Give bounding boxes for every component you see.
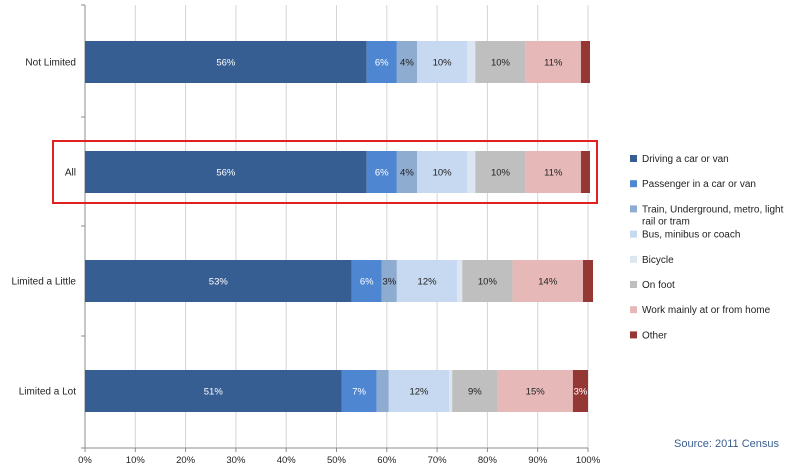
legend-label: Other	[642, 330, 668, 341]
bar-segment	[388, 370, 450, 412]
data-label: 6%	[375, 58, 389, 69]
bar-segment	[381, 260, 397, 302]
bar-segment	[366, 151, 397, 193]
bar-segment	[366, 41, 397, 83]
bar-segment	[572, 370, 588, 412]
data-label: 10%	[433, 168, 453, 179]
bar-segment	[85, 41, 367, 83]
bar-segment	[396, 41, 417, 83]
bar-segment	[416, 41, 468, 83]
data-label: 10%	[491, 58, 511, 69]
legend-swatch	[630, 306, 637, 314]
data-label: 6%	[360, 277, 374, 288]
x-tick-label: 20%	[176, 455, 196, 466]
x-tick-label: 50%	[327, 455, 347, 466]
bar-segment	[341, 370, 377, 412]
data-label: 12%	[409, 387, 429, 398]
bar-segment	[525, 151, 581, 193]
legend-label: Bus, minibus or coach	[642, 230, 740, 241]
data-label: 56%	[216, 168, 236, 179]
data-label: 4%	[400, 168, 414, 179]
bar-segment	[497, 370, 573, 412]
data-label: 15%	[526, 387, 546, 398]
data-label: 51%	[204, 387, 224, 398]
legend-swatch	[630, 281, 637, 288]
x-tick-label: 10%	[126, 455, 146, 466]
x-tick-label: 100%	[576, 455, 601, 466]
x-tick-label: 40%	[277, 455, 297, 466]
data-label: 53%	[209, 277, 229, 288]
legend-swatch	[630, 155, 637, 162]
legend-swatch	[630, 205, 637, 213]
legend-swatch	[630, 180, 637, 188]
data-label: 10%	[491, 168, 511, 179]
bar-segment	[85, 370, 342, 412]
data-label: 6%	[375, 168, 389, 179]
data-label: 4%	[400, 58, 414, 69]
bar-segment	[376, 370, 389, 412]
legend-label: Train, Underground, metro, light rail or …	[642, 204, 784, 227]
bar-segment	[580, 151, 591, 193]
bar-segment	[449, 370, 453, 412]
legend-label: Work mainly at or from home	[642, 305, 771, 316]
bar-segment	[475, 41, 526, 83]
data-label: 56%	[216, 58, 236, 69]
legend-label: Driving a car or van	[642, 154, 729, 165]
legend-swatch	[630, 230, 637, 238]
legend-label: Passenger in a car or van	[642, 179, 756, 190]
data-label: 11%	[544, 168, 563, 179]
highlight-box	[52, 140, 598, 204]
x-tick-label: 30%	[226, 455, 246, 466]
x-tick-label: 90%	[528, 455, 548, 466]
x-tick-label: 80%	[478, 455, 498, 466]
bar-segment	[467, 41, 476, 83]
source-note: Source: 2011 Census	[674, 438, 779, 450]
data-label: 11%	[544, 58, 563, 69]
legend-label: Bicycle	[642, 255, 674, 266]
category-label: Limited a Little	[12, 277, 77, 288]
data-label: 10%	[478, 277, 498, 288]
bar-segment	[582, 260, 594, 302]
bar-segment	[85, 260, 352, 302]
bar-segment	[512, 260, 583, 302]
category-label: Limited a Lot	[19, 387, 76, 398]
legend-swatch	[630, 255, 637, 263]
x-tick-label: 0%	[78, 455, 92, 466]
bar-segment	[85, 151, 367, 193]
data-label: 10%	[433, 58, 453, 69]
bar-segment	[462, 260, 513, 302]
bar-segment	[396, 260, 458, 302]
category-label: All	[65, 168, 76, 179]
bar-segment	[351, 260, 382, 302]
bar-segment	[525, 41, 581, 83]
bar-segment	[396, 151, 417, 193]
category-label: Not Limited	[25, 58, 76, 69]
bar-segment	[452, 370, 498, 412]
data-label: 7%	[352, 387, 366, 398]
bar-segment	[457, 260, 463, 302]
data-label: 3%	[574, 387, 588, 398]
data-label: 14%	[538, 277, 558, 288]
data-label: 3%	[382, 277, 396, 288]
bar-segment	[580, 41, 591, 83]
data-label: 12%	[418, 277, 438, 288]
bar-segment	[475, 151, 526, 193]
bar-segment	[416, 151, 468, 193]
data-label: 9%	[468, 387, 482, 398]
bar-segment	[467, 151, 476, 193]
legend-label: On foot	[642, 280, 675, 291]
legend-swatch	[630, 331, 637, 339]
x-tick-label: 70%	[428, 455, 448, 466]
x-tick-label: 60%	[377, 455, 397, 466]
